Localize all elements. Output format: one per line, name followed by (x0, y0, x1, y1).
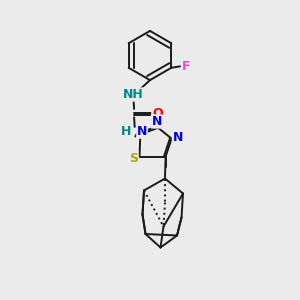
Text: H: H (121, 125, 131, 138)
Text: O: O (152, 106, 163, 120)
Text: N: N (152, 115, 162, 128)
Text: N: N (172, 130, 183, 144)
Text: N: N (137, 125, 147, 138)
Text: NH: NH (123, 88, 144, 101)
Text: S: S (129, 152, 138, 165)
Text: F: F (182, 60, 190, 73)
